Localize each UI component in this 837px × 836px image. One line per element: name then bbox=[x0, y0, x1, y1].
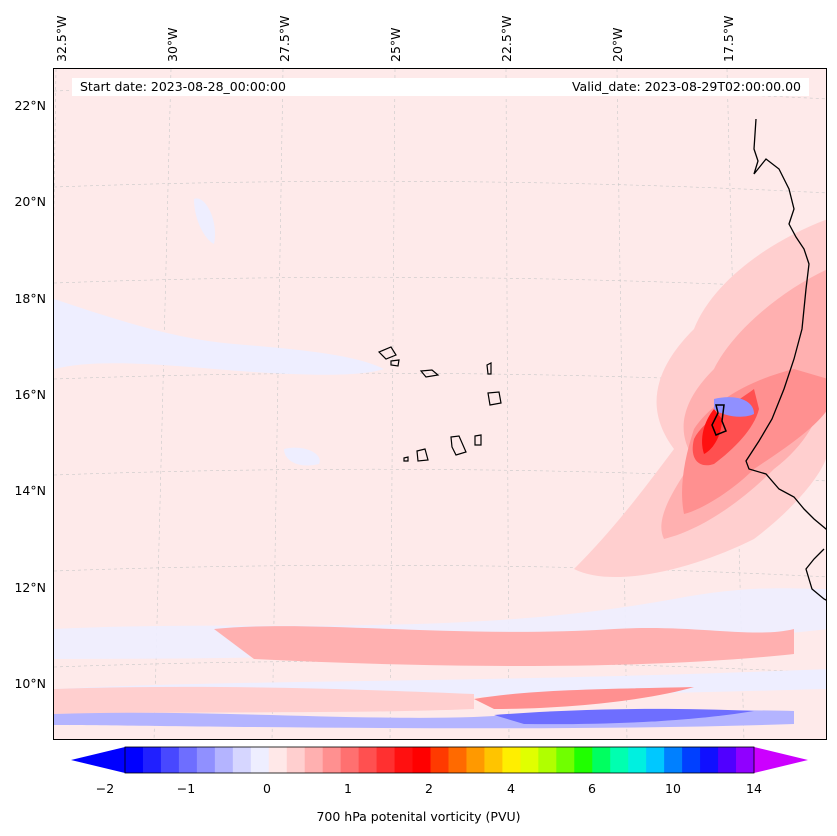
colorbar bbox=[71, 746, 808, 774]
colorbar-bin bbox=[196, 747, 216, 773]
lon-label-22.5w: 22.5°W bbox=[499, 15, 514, 62]
cb-tick-label: 4 bbox=[507, 781, 515, 796]
lat-label-22n: 22°N bbox=[14, 98, 46, 113]
colorbar-bin bbox=[340, 747, 360, 773]
lat-label-16n: 16°N bbox=[14, 387, 46, 402]
colorbar-bin bbox=[448, 747, 468, 773]
colorbar-outline bbox=[124, 746, 755, 774]
colorbar-bin bbox=[394, 747, 414, 773]
lat-label-14n: 14°N bbox=[14, 483, 46, 498]
colorbar-bin bbox=[520, 747, 539, 773]
inland-feature bbox=[711, 404, 727, 436]
cb-tick-label: 0 bbox=[263, 781, 271, 796]
colorbar-title: 700 hPa potenital vorticity (PVU) bbox=[316, 809, 521, 824]
africa-coastline bbox=[745, 118, 826, 601]
colorbar-bin bbox=[214, 747, 234, 773]
colorbar-bin bbox=[160, 747, 180, 773]
lat-label-12n: 12°N bbox=[14, 580, 46, 595]
colorbar-bin bbox=[358, 747, 378, 773]
colorbar-bin bbox=[664, 747, 683, 773]
date-info-bar: Start date: 2023-08-28_00:00:00 Valid_da… bbox=[72, 78, 809, 96]
colorbar-bin bbox=[232, 747, 252, 773]
colorbar-bin bbox=[628, 747, 647, 773]
colorbar-bin bbox=[178, 747, 198, 773]
cb-tick-label: 1 bbox=[344, 781, 352, 796]
colorbar-bin bbox=[142, 747, 162, 773]
colorbar-bin bbox=[268, 747, 288, 773]
colorbar-bin bbox=[736, 747, 755, 773]
colorbar-bin bbox=[592, 747, 611, 773]
lon-label-27.5w: 27.5°W bbox=[277, 15, 292, 62]
colorbar-bin bbox=[412, 747, 432, 773]
colorbar-bins bbox=[125, 747, 755, 773]
colorbar-bin bbox=[484, 747, 503, 773]
cb-tick-label: −1 bbox=[176, 781, 196, 796]
negative-pv-band bbox=[54, 397, 794, 729]
cb-tick-label: −2 bbox=[95, 781, 115, 796]
colorbar-bin bbox=[250, 747, 270, 773]
lon-label-20w: 20°W bbox=[610, 27, 625, 62]
colorbar-bin bbox=[538, 747, 557, 773]
cape-verde-islands bbox=[377, 346, 502, 462]
pv-field-map bbox=[54, 69, 826, 739]
lat-label-18n: 18°N bbox=[14, 291, 46, 306]
lon-label-17.5w: 17.5°W bbox=[721, 15, 736, 62]
start-date-label: Start date: 2023-08-28_00:00:00 bbox=[80, 79, 286, 94]
colorbar-bin bbox=[700, 747, 719, 773]
colorbar-bin bbox=[574, 747, 593, 773]
colorbar-extend-low bbox=[71, 747, 125, 773]
colorbar-bin bbox=[502, 747, 521, 773]
colorbar-bin bbox=[430, 747, 450, 773]
colorbar-bin bbox=[556, 747, 575, 773]
lon-label-30w: 30°W bbox=[165, 27, 180, 62]
colorbar-bin bbox=[286, 747, 306, 773]
colorbar-bin bbox=[682, 747, 701, 773]
lat-label-20n: 20°N bbox=[14, 194, 46, 209]
colorbar-extend-high bbox=[754, 747, 808, 773]
colorbar-bin bbox=[610, 747, 629, 773]
cb-tick-label: 10 bbox=[665, 781, 681, 796]
valid-date-label: Valid_date: 2023-08-29T02:00:00.00 bbox=[571, 79, 801, 94]
colorbar-bin bbox=[322, 747, 342, 773]
colorbar-bin bbox=[304, 747, 324, 773]
lon-label-32.5w: 32.5°W bbox=[54, 15, 69, 62]
colorbar-bin bbox=[646, 747, 665, 773]
colorbar-bin bbox=[125, 747, 144, 773]
cb-tick-label: 2 bbox=[425, 781, 433, 796]
colorbar-bin bbox=[376, 747, 396, 773]
cb-tick-label: 6 bbox=[588, 781, 596, 796]
colorbar-bin bbox=[466, 747, 486, 773]
lat-label-10n: 10°N bbox=[14, 676, 46, 691]
cb-tick-label: 14 bbox=[746, 781, 762, 796]
map-panel: Start date: 2023-08-28_00:00:00 Valid_da… bbox=[53, 68, 827, 740]
lon-label-25w: 25°W bbox=[388, 27, 403, 62]
colorbar-bin bbox=[718, 747, 737, 773]
